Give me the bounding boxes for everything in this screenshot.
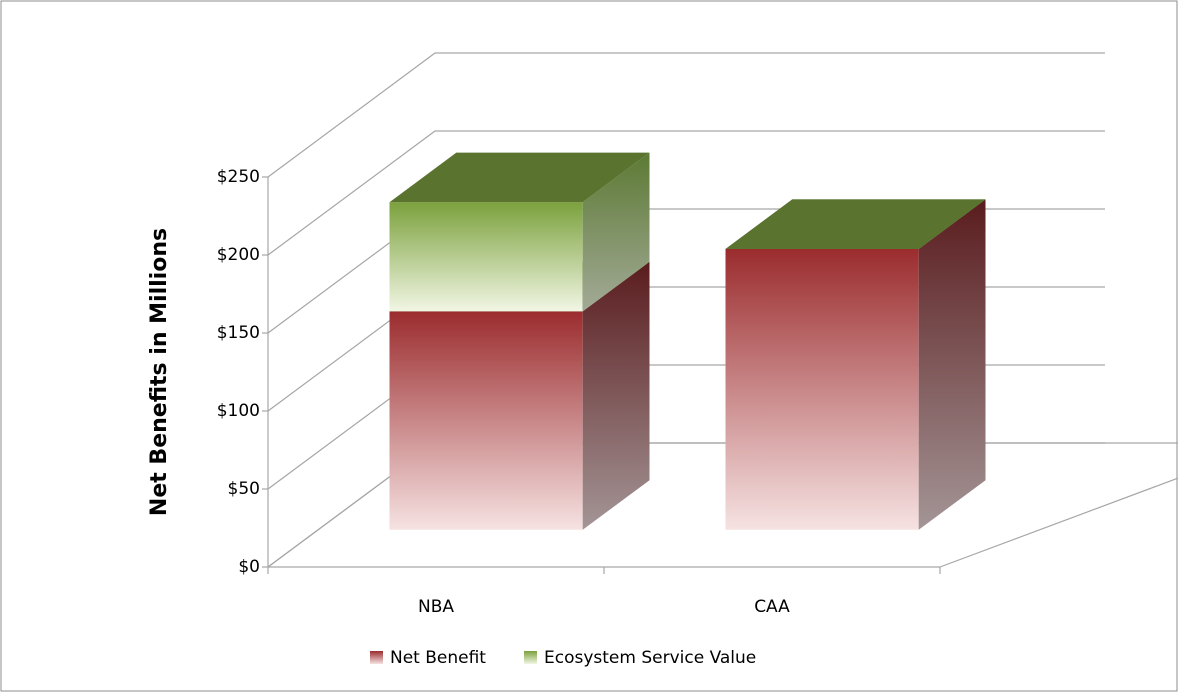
grid-line (267, 130, 1105, 256)
bar-top (725, 199, 986, 249)
y-tick-label: $0 (238, 557, 260, 577)
bar-side (582, 261, 650, 530)
bar-front (389, 311, 583, 530)
y-tick-label: $250 (217, 167, 260, 187)
legend-label: Ecosystem Service Value (544, 648, 756, 668)
x-tick-label: NBA (418, 597, 454, 617)
x-tick-label: CAA (754, 597, 790, 617)
y-tick-label: $150 (217, 323, 260, 343)
bar-front (389, 202, 583, 312)
legend-swatch (523, 651, 537, 664)
y-tick-label: $50 (228, 479, 260, 499)
bar-side (582, 152, 650, 312)
legend-swatch (370, 651, 383, 664)
y-axis-title: Net Benefits in Millions (147, 228, 172, 516)
legend-label: Net Benefit (390, 648, 486, 668)
bar-front (725, 249, 919, 530)
grid-line (267, 52, 1105, 178)
y-tick-label: $200 (217, 245, 260, 265)
bar-side (918, 199, 986, 530)
bar-top (389, 152, 650, 203)
y-tick-label: $100 (217, 401, 260, 421)
